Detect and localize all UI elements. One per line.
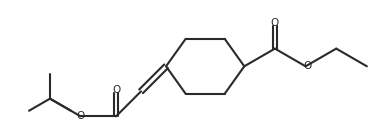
Text: O: O bbox=[303, 61, 312, 71]
Text: O: O bbox=[76, 111, 85, 121]
Text: O: O bbox=[112, 85, 120, 95]
Text: O: O bbox=[271, 18, 279, 28]
